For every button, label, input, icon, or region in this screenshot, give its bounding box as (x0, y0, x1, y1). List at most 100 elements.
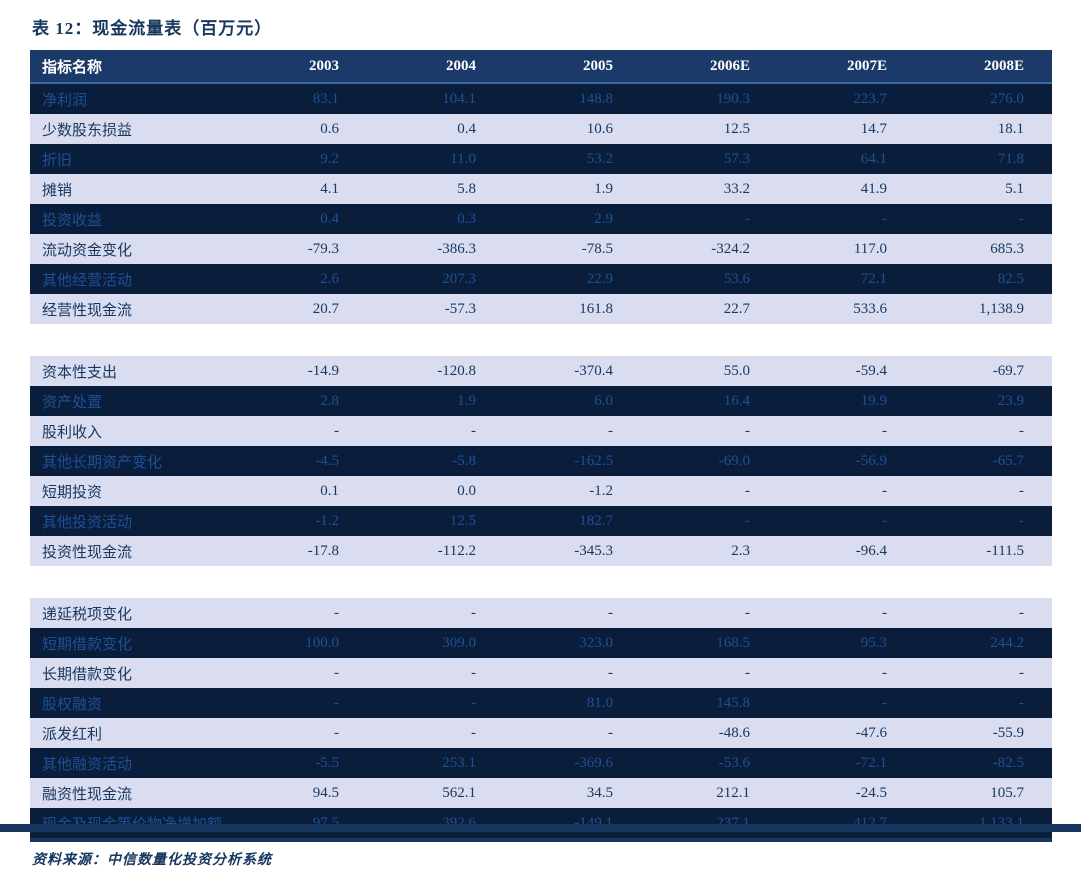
table-row: 短期投资 0.1 0.0 -1.2 - - - (30, 476, 1052, 506)
table-row: 资本性支出 -14.9 -120.8 -370.4 55.0 -59.4 -69.7 (30, 356, 1052, 386)
value-cell: -162.5 (574, 452, 613, 469)
row-label: 短期借款变化 (42, 636, 133, 653)
value-cell: -72.1 (855, 754, 887, 771)
value-cell: - (745, 664, 750, 681)
value-cell: 212.1 (716, 784, 750, 801)
row-label: 摊销 (42, 182, 73, 199)
row-label: 其他经营活动 (42, 272, 133, 289)
row-label: 投资收益 (42, 212, 103, 229)
value-cell: 71.8 (997, 150, 1024, 167)
value-cell: 4.1 (320, 180, 339, 197)
table-row: 其他投资活动 -1.2 12.5 182.7 - - - (30, 506, 1052, 536)
row-label: 少数股东损益 (42, 122, 133, 139)
row-label: 资产处置 (42, 394, 103, 411)
value-cell: - (1019, 694, 1024, 711)
column-header-indicator: 指标名称 (30, 50, 230, 83)
value-cell: -47.6 (855, 724, 887, 741)
value-cell: - (745, 210, 750, 227)
value-cell: -369.6 (574, 754, 613, 771)
row-label: 递延税项变化 (42, 606, 133, 623)
row-label: 派发红利 (42, 726, 103, 743)
value-cell: - (1019, 604, 1024, 621)
value-cell: 276.0 (990, 90, 1024, 107)
value-cell: -1.2 (589, 482, 613, 499)
value-cell: 64.1 (860, 150, 887, 167)
value-cell: - (882, 604, 887, 621)
value-cell: -56.9 (855, 452, 887, 469)
value-cell: -59.4 (855, 362, 887, 379)
value-cell: 2.8 (320, 392, 339, 409)
row-label: 净利润 (42, 92, 88, 109)
table-row: 股利收入 - - - - - - (30, 416, 1052, 446)
value-cell: 309.0 (442, 634, 476, 651)
value-cell: 53.6 (723, 270, 750, 287)
row-label: 折旧 (42, 152, 73, 169)
value-cell: 12.5 (449, 512, 476, 529)
value-cell: -65.7 (992, 452, 1024, 469)
value-cell: 33.2 (723, 180, 750, 197)
value-cell: 104.1 (442, 90, 476, 107)
value-cell: 0.0 (457, 482, 476, 499)
value-cell: 0.4 (457, 120, 476, 137)
value-cell: - (745, 422, 750, 439)
value-cell: -112.2 (437, 542, 476, 559)
table-row: 股权融资 - - 81.0 145.8 - - (30, 688, 1052, 718)
value-cell: -111.5 (986, 542, 1024, 559)
column-header-2007e: 2007E (778, 50, 915, 83)
value-cell: - (471, 694, 476, 711)
page-bottom-rule (0, 824, 1081, 832)
value-cell: - (882, 422, 887, 439)
value-cell: - (882, 482, 887, 499)
value-cell: - (334, 694, 339, 711)
value-cell: 23.9 (997, 392, 1024, 409)
value-cell: 0.3 (457, 210, 476, 227)
table-row: 其他经营活动 2.6 207.3 22.9 53.6 72.1 82.5 (30, 264, 1052, 294)
value-cell: 0.1 (320, 482, 339, 499)
value-cell: -78.5 (581, 240, 613, 257)
value-cell: - (745, 482, 750, 499)
value-cell: - (882, 664, 887, 681)
row-label: 融资性现金流 (42, 786, 133, 803)
table-row: 净利润 83.1 104.1 148.8 190.3 223.7 276.0 (30, 83, 1052, 114)
value-cell: 105.7 (990, 784, 1024, 801)
value-cell: -17.8 (307, 542, 339, 559)
value-cell: 94.5 (312, 784, 339, 801)
value-cell: 533.6 (853, 300, 887, 317)
value-cell: - (608, 664, 613, 681)
value-cell: 145.8 (716, 694, 750, 711)
column-header-2006e: 2006E (641, 50, 778, 83)
row-label: 其他融资活动 (42, 756, 133, 773)
value-cell: 41.9 (860, 180, 887, 197)
value-cell: - (608, 422, 613, 439)
value-cell: 253.1 (442, 754, 476, 771)
source-note: 资料来源：中信数量化投资分析系统 (32, 853, 272, 868)
header-row: 指标名称 2003 2004 2005 2006E 2007E 2008E (30, 50, 1052, 83)
row-label: 股利收入 (42, 424, 103, 441)
value-cell: 223.7 (853, 90, 887, 107)
value-cell: -79.3 (307, 240, 339, 257)
value-cell: 81.0 (586, 694, 613, 711)
value-cell: 83.1 (312, 90, 339, 107)
value-cell: - (745, 512, 750, 529)
value-cell: 161.8 (579, 300, 613, 317)
value-cell: -48.6 (718, 724, 750, 741)
value-cell: -69.0 (718, 452, 750, 469)
value-cell: -14.9 (307, 362, 339, 379)
value-cell: -1.2 (315, 512, 339, 529)
value-cell: - (471, 422, 476, 439)
table-title: 表 12：现金流量表（百万元） (32, 19, 273, 38)
value-cell: 11.0 (450, 150, 476, 167)
table-row: 摊销 4.1 5.8 1.9 33.2 41.9 5.1 (30, 174, 1052, 204)
column-header-2008e: 2008E (915, 50, 1052, 83)
value-cell: -345.3 (574, 542, 613, 559)
value-cell: 16.4 (723, 392, 750, 409)
value-cell: 207.3 (442, 270, 476, 287)
value-cell: -57.3 (444, 300, 476, 317)
value-cell: 2.6 (320, 270, 339, 287)
value-cell: 1.9 (594, 180, 613, 197)
table-row: 资产处置 2.8 1.9 6.0 16.4 19.9 23.9 (30, 386, 1052, 416)
value-cell: - (608, 604, 613, 621)
value-cell: 5.1 (1005, 180, 1024, 197)
value-cell: - (882, 694, 887, 711)
table-row: 投资性现金流 -17.8 -112.2 -345.3 2.3 -96.4 -111.5 (30, 536, 1052, 566)
